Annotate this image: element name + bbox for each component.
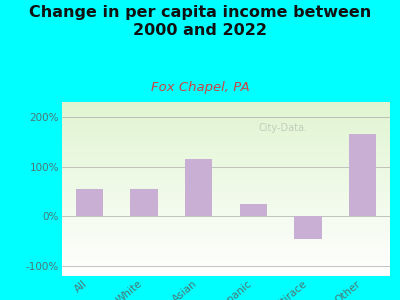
Bar: [130, 189, 158, 216]
Bar: [240, 204, 267, 216]
Text: Fox Chapel, PA: Fox Chapel, PA: [151, 81, 249, 94]
Bar: [185, 159, 212, 216]
Text: City-Data.: City-Data.: [259, 123, 308, 133]
Bar: [76, 189, 103, 216]
Bar: [349, 134, 376, 216]
Bar: [294, 216, 322, 239]
Text: Change in per capita income between
2000 and 2022: Change in per capita income between 2000…: [29, 4, 371, 38]
